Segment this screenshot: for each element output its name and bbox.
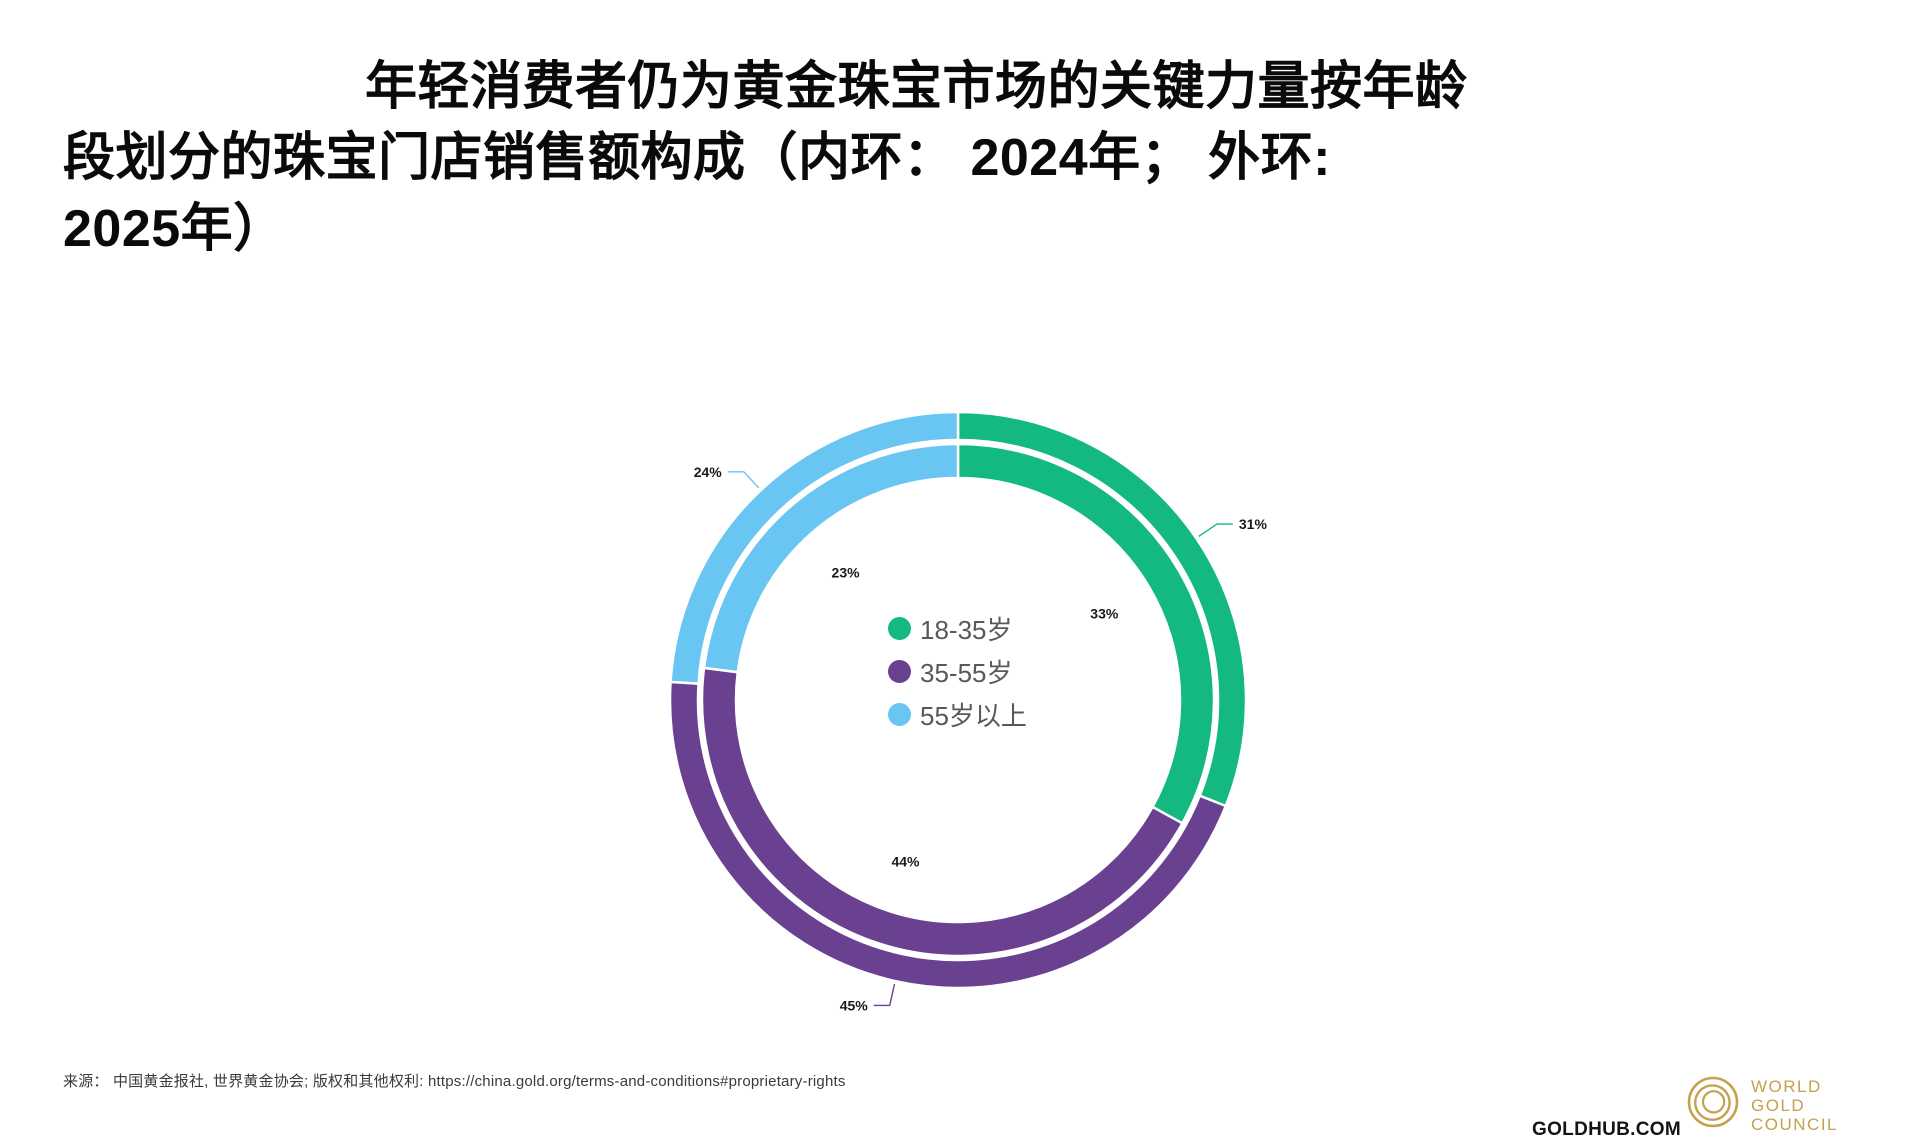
segment-value-label-2025年-35-55岁: 45% [840, 997, 869, 1013]
wgc-word-gold: GOLD [1751, 1096, 1806, 1115]
segment-value-label-2024年-55岁以上: 23% [832, 564, 861, 580]
segment-value-label-2024年-35-55岁: 44% [891, 854, 920, 870]
source-note: 来源： 中国黄金报社, 世界黄金协会; 版权和其他权利: https://chi… [63, 1073, 846, 1090]
legend-item-35-55岁[interactable]: 35-55岁 [888, 656, 1027, 688]
legend-item-label: 35-55岁 [920, 657, 1013, 688]
legend-item-55岁以上[interactable]: 55岁以上 [888, 699, 1027, 731]
legend-swatch-icon [888, 659, 911, 683]
donut-segment-2025年-55岁以上[interactable] [669, 410, 960, 685]
legend-item-label: 18-35岁 [920, 614, 1013, 645]
legend-swatch-icon [888, 616, 911, 640]
wgc-word-council: COUNCIL [1751, 1115, 1839, 1134]
legend-swatch-icon [888, 702, 911, 726]
label-callout-line [873, 983, 896, 1007]
wgc-word-world: WORLD [1751, 1077, 1822, 1096]
chart-title-line1: 年轻消费者仍为黄金珠宝市场的关键力量按年龄 [365, 58, 1468, 116]
segment-value-label-2024年-18-35岁: 33% [1090, 605, 1119, 621]
donut-chart: 33% 44% 23% 31% 45% 24% [668, 410, 1268, 1013]
chart-legend: 18-35岁 35-55岁 55岁以上 [888, 613, 1027, 742]
chart-title-line3: 2025年） [63, 200, 286, 258]
legend-item-18-35岁[interactable]: 18-35岁 [888, 613, 1027, 645]
world-gold-council-wordmark: WORLD GOLD COUNCIL [1751, 1077, 1838, 1134]
chart-title: 年轻消费者仍为黄金珠宝市场的关键力量按年龄 段划分的珠宝门店销售额构成（内环： … [63, 52, 1523, 265]
donut-segment-2024年-55岁以上[interactable] [702, 442, 960, 674]
segment-value-label-2025年-55岁以上: 24% [694, 464, 723, 480]
world-gold-council-logo-icon [1687, 1076, 1739, 1128]
segment-value-label-2025年-18-35岁: 31% [1239, 516, 1268, 532]
label-callout-line [1198, 523, 1233, 538]
legend-item-label: 55岁以上 [920, 700, 1027, 731]
label-callout-line [727, 471, 760, 489]
goldhub-link[interactable]: GOLDHUB.COM [1532, 1119, 1681, 1140]
chart-title-line2: 段划分的珠宝门店销售额构成（内环： 2024年； 外环: [63, 129, 1331, 187]
